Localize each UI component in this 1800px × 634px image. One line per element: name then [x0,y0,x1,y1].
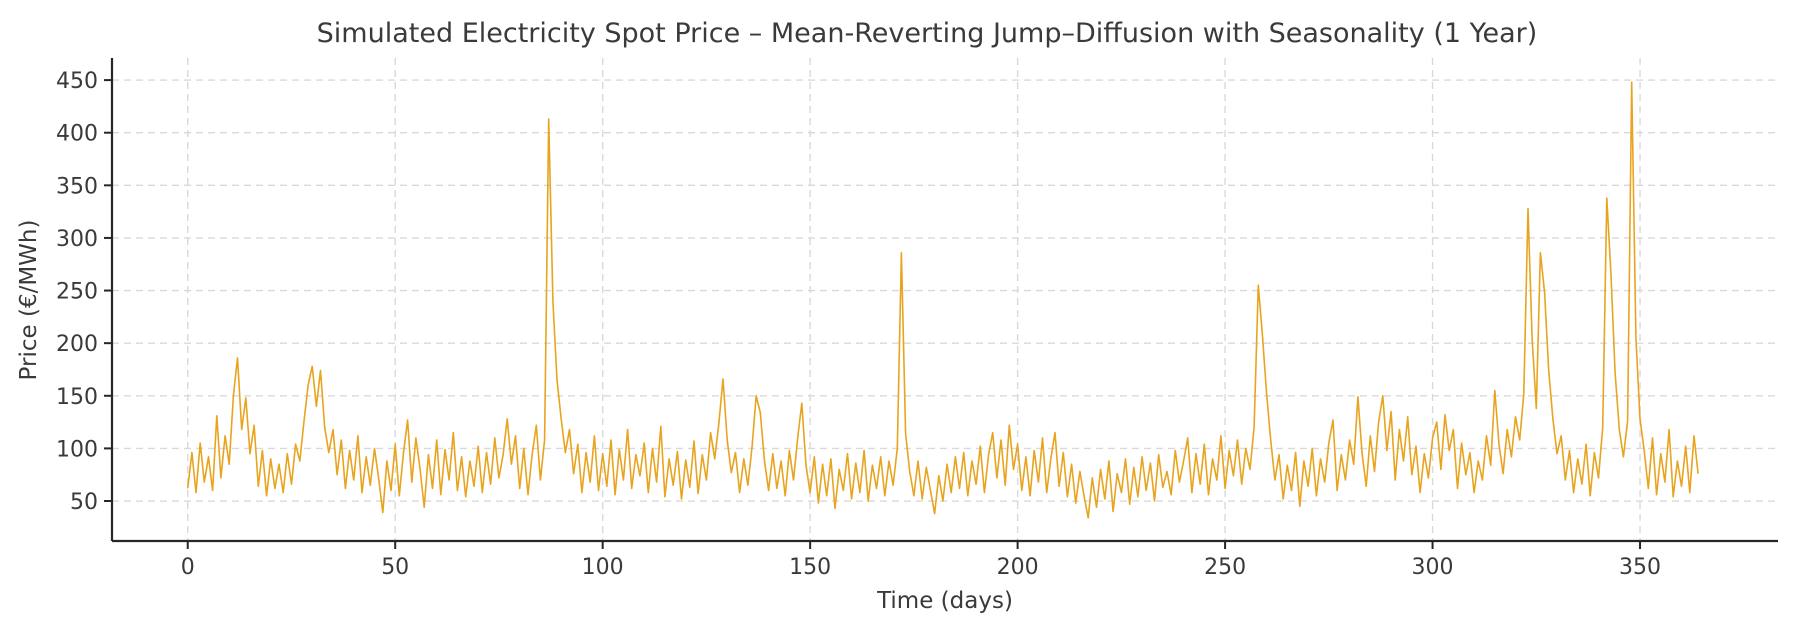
x-tick-label: 150 [789,555,831,580]
x-tick-label: 200 [997,555,1039,580]
x-tick-label: 0 [181,555,195,580]
x-tick-label: 50 [381,555,409,580]
y-tick-label: 350 [56,174,98,199]
y-tick-label: 450 [56,69,98,94]
chart-title: Simulated Electricity Spot Price – Mean-… [317,18,1538,49]
tick-labels: 50 100 150 200 250 300 350 400 450 0 50 100 150 200 25… [56,69,1661,580]
axes [104,58,1778,549]
x-tick-label: 350 [1619,555,1661,580]
y-tick-label: 100 [56,437,98,462]
x-axis-label: Time (days) [876,588,1013,614]
y-tick-label: 300 [56,227,98,252]
x-tick-label: 300 [1412,555,1454,580]
y-tick-label: 200 [56,332,98,357]
y-tick-label: 250 [56,280,98,305]
price-series-line [186,81,1699,519]
gridlines [112,58,1778,541]
x-tick-label: 250 [1204,555,1246,580]
y-tick-label: 400 [56,122,98,147]
x-tick-label: 100 [582,555,624,580]
y-tick-label: 150 [56,385,98,410]
y-axis-label: Price (€/MWh) [16,220,42,381]
y-tick-label: 50 [70,490,98,515]
